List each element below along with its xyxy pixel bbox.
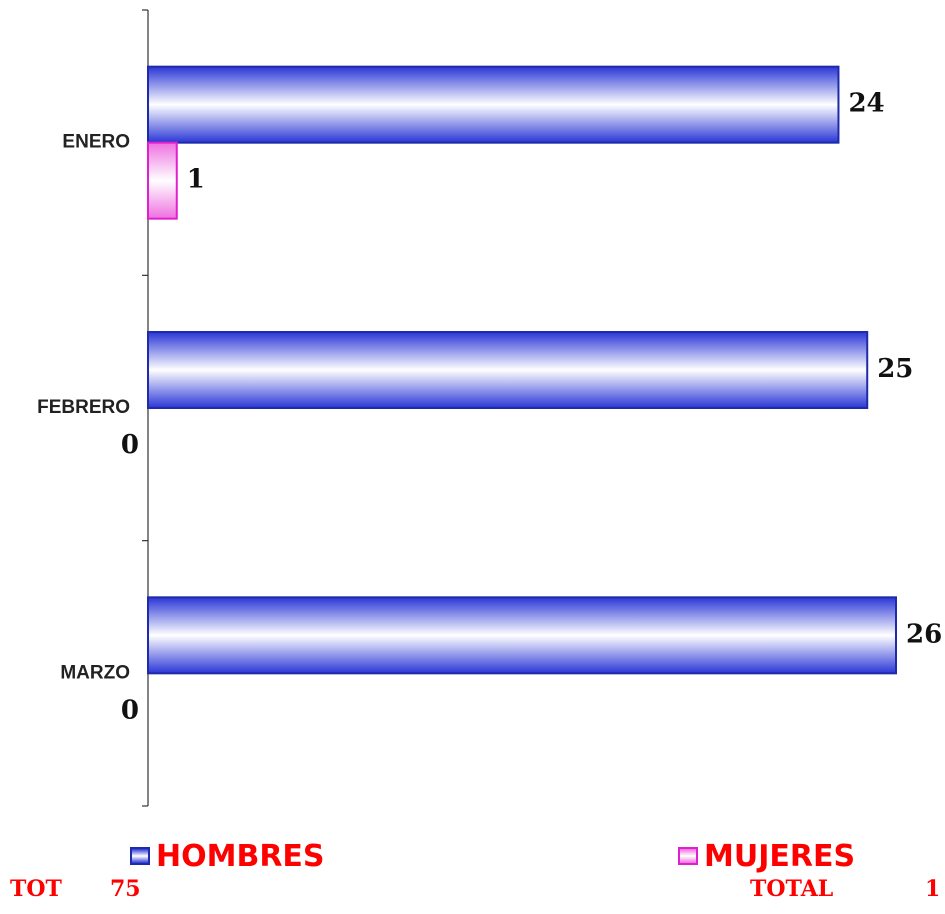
category-label-enero: ENERO (62, 132, 130, 153)
value-label-hombres-enero: 24 (848, 89, 884, 119)
value-label-hombres-marzo: 26 (906, 619, 942, 649)
legend-label-hombres: HOMBRES (156, 838, 325, 874)
legend-label-mujeres: MUJERES (704, 838, 856, 874)
category-label-febrero: FEBRERO (37, 397, 130, 418)
category-label-marzo: MARZO (60, 662, 130, 683)
total-label: TOTAL (750, 876, 834, 902)
tot-label: TOT (10, 876, 62, 902)
legend-swatch-mujeres (678, 847, 698, 865)
value-label-mujeres-marzo: 0 (121, 695, 139, 725)
value-label-hombres-febrero: 25 (877, 354, 913, 384)
value-label-mujeres-enero: 1 (187, 165, 205, 195)
bar-hombres-marzo (147, 596, 897, 675)
bar-hombres-febrero (147, 331, 869, 409)
value-label-mujeres-febrero: 0 (121, 430, 139, 460)
bar-chart: ENERO FEBRERO MARZO 24 1 25 0 26 0 (37, 9, 942, 807)
bar-mujeres-enero (147, 141, 178, 220)
tot-hombres-value: 75 (110, 876, 141, 902)
legend-item-hombres: HOMBRES (130, 836, 325, 876)
total-mujeres-value: 1 (925, 876, 941, 902)
legend-swatch-hombres (130, 847, 150, 865)
legend-item-mujeres: MUJERES (678, 836, 855, 876)
bar-hombres-enero (147, 65, 840, 144)
